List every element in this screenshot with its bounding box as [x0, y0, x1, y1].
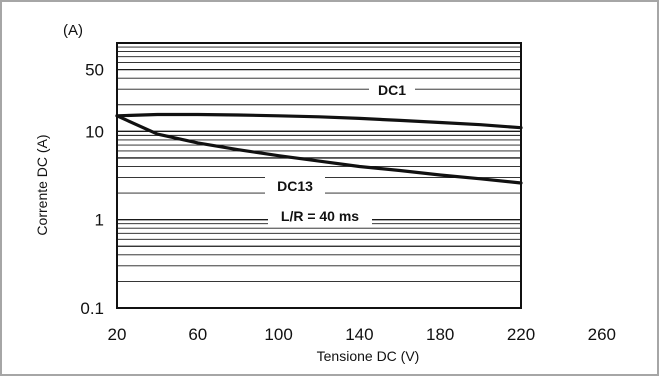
plot-area — [116, 42, 522, 309]
x-tick-label: 20 — [108, 325, 127, 344]
y-tick-label: 10 — [85, 122, 104, 141]
dc1-label-background — [369, 80, 415, 100]
series-line-dc1 — [115, 112, 523, 130]
x-tick-label: 260 — [588, 325, 616, 344]
dc13-series-label: DC13 — [277, 178, 313, 194]
y-tick-label: 50 — [85, 61, 104, 80]
tick-labels: 20 60 100 140 180 220 260 0.1 1 10 50 — [80, 61, 616, 344]
x-tick-label: 60 — [188, 325, 207, 344]
annotations: DC1 DC13 L/R = 40 ms — [265, 80, 415, 226]
x-axis-label: Tensione DC (V) — [317, 348, 420, 364]
series-lines — [115, 112, 523, 185]
y-tick-label: 0.1 — [80, 299, 104, 318]
y-tick-label: 1 — [95, 211, 104, 230]
dc1-series-label: DC1 — [378, 82, 406, 98]
lr-label-background — [268, 206, 372, 226]
dc13-label-background — [265, 176, 325, 196]
x-tick-label: 220 — [507, 325, 535, 344]
x-tick-label: 140 — [345, 325, 373, 344]
y-axis-unit-label: (A) — [63, 22, 83, 39]
x-tick-label: 100 — [264, 325, 292, 344]
grid-lines — [117, 46, 521, 282]
x-tick-label: 180 — [426, 325, 454, 344]
series-line-dc13 — [115, 114, 523, 185]
time-constant-label: L/R = 40 ms — [281, 208, 359, 224]
y-axis-label: Corrente DC (A) — [34, 134, 50, 235]
